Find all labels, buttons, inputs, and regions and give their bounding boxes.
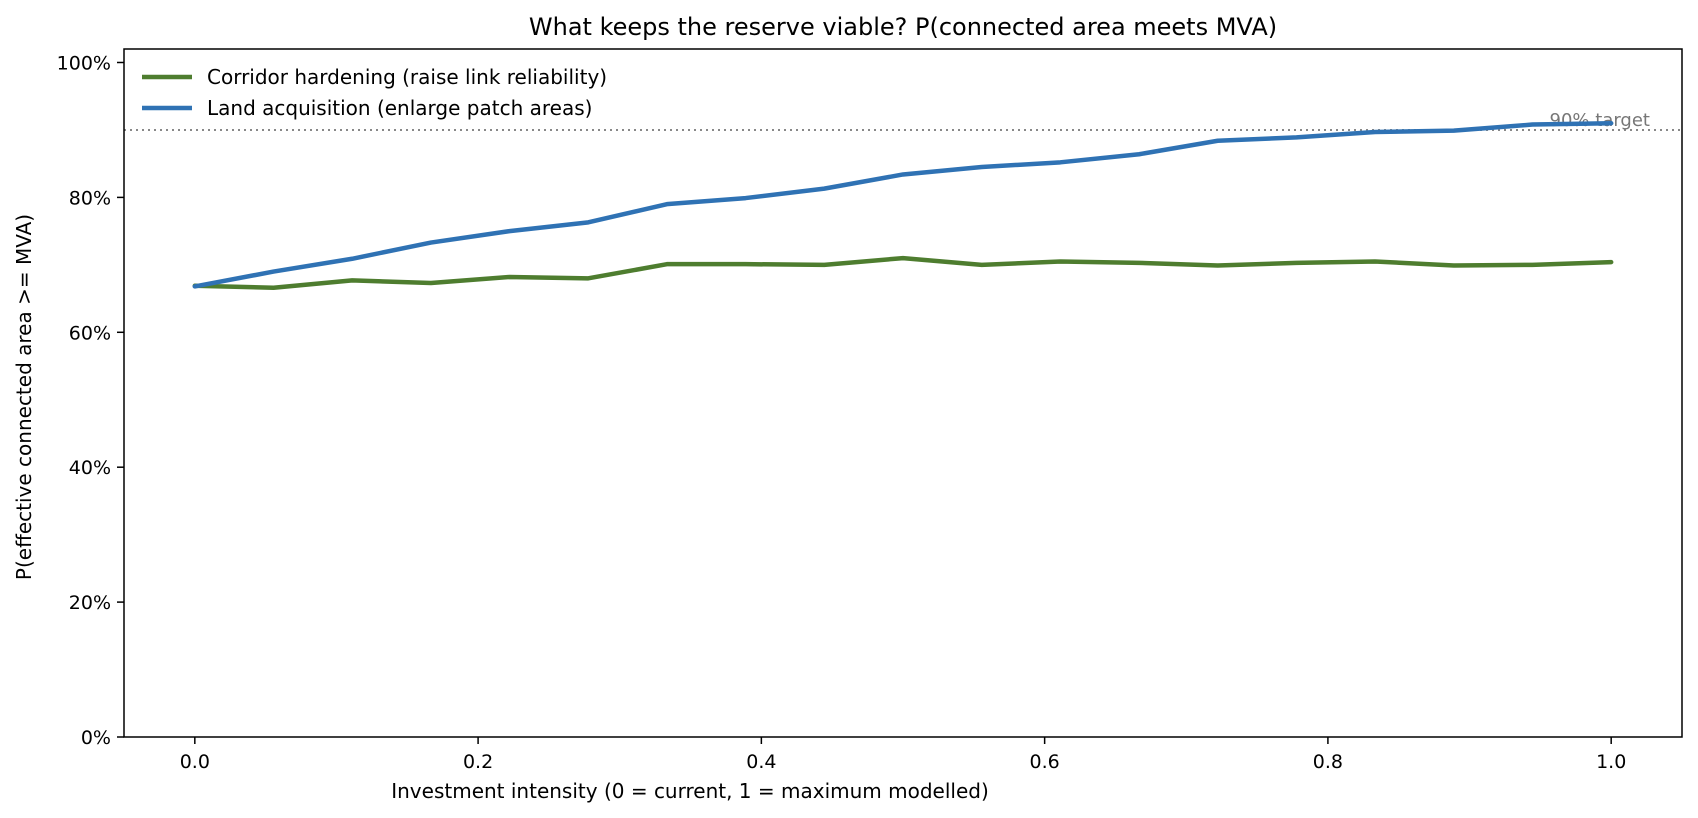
legend: Corridor hardening (raise link reliabili… — [142, 65, 607, 120]
y-tick-label: 0% — [81, 727, 111, 749]
x-tick-label: 0.0 — [180, 751, 210, 773]
legend-label-1: Corridor hardening (raise link reliabili… — [207, 65, 607, 89]
chart-title: What keeps the reserve viable? P(connect… — [529, 13, 1277, 41]
x-tick-label: 1.0 — [1596, 751, 1626, 773]
x-tick-label: 0.6 — [1030, 751, 1060, 773]
x-tick-label: 0.2 — [463, 751, 493, 773]
series-line-1 — [192, 255, 1614, 291]
series-line-2 — [192, 120, 1614, 289]
legend-label-2: Land acquisition (enlarge patch areas) — [207, 96, 592, 120]
y-tick-label: 80% — [69, 187, 111, 209]
x-axis-label: Investment intensity (0 = current, 1 = m… — [391, 779, 989, 803]
y-tick-label: 20% — [69, 592, 111, 614]
y-tick-label: 60% — [69, 322, 111, 344]
y-tick-label: 40% — [69, 457, 111, 479]
y-axis-label: P(effective connected area >= MVA) — [12, 214, 36, 580]
reference-line-label: 90% target — [1550, 110, 1650, 131]
x-tick-label: 0.8 — [1313, 751, 1343, 773]
y-tick-label: 100% — [57, 52, 111, 74]
plot-area: 90% target — [124, 110, 1682, 291]
x-tick-label: 0.4 — [746, 751, 776, 773]
axes: 0.0 0.2 0.4 0.6 0.8 1.0 0% 20% 40% 60% 80% 100% — [57, 48, 1683, 773]
axes-frame — [123, 48, 1683, 738]
